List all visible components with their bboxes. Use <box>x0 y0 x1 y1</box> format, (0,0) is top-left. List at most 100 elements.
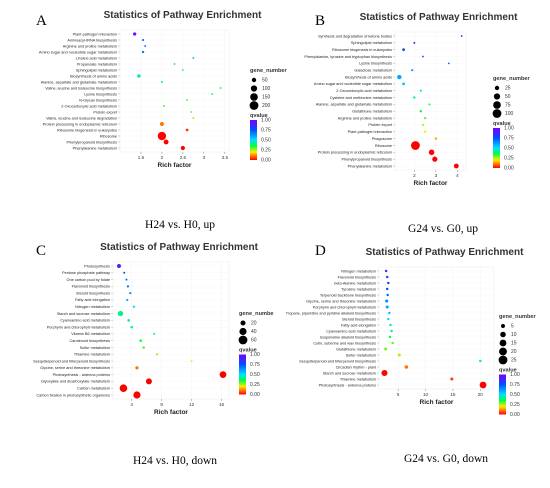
size-legend-label: 75 <box>505 103 511 109</box>
enrichment-point <box>163 139 169 145</box>
category-label: Lysine biosynthesis <box>84 92 117 96</box>
category-label: Amino sugar and nucleotide sugar metabol… <box>314 82 392 86</box>
x-tick-label: 3 <box>203 155 206 160</box>
category-label: Arginine and proline metabolism <box>338 116 392 120</box>
enrichment-point <box>385 299 389 303</box>
category-label: Terpenoid backbone biosynthesis <box>320 293 376 297</box>
category-label: Photosynthesis <box>84 264 110 268</box>
x-tick-label: 12 <box>189 402 195 407</box>
enrichment-point <box>133 32 137 36</box>
colorbar-label: 0.50 <box>510 392 520 398</box>
category-label: Steroid biosynthesis <box>76 291 110 295</box>
enrichment-point <box>397 74 402 80</box>
colorbar-label: 1.00 <box>261 118 271 124</box>
size-legend-label: 150 <box>262 95 271 101</box>
category-label: Protein export <box>93 110 118 114</box>
colorbar-label: 1.00 <box>504 126 514 132</box>
enrichment-point <box>141 50 145 54</box>
enrichment-point <box>385 305 389 309</box>
category-label: Phenylpropanoid biosynthesis <box>342 157 393 161</box>
x-tick-label: 2 <box>161 155 164 160</box>
enrichment-point <box>384 269 388 273</box>
category-label: Protein processing in endoplasmic reticu… <box>43 122 117 126</box>
x-tick-label: 2 <box>413 173 416 178</box>
category-label: Cutin, suberine and wax biosynthesis <box>313 341 376 345</box>
category-label: Valine, leucine and isoleucine biosynthe… <box>45 86 117 90</box>
enrichment-point <box>132 305 136 308</box>
category-label: Starch and sucrose metabolism <box>323 371 376 375</box>
category-label: Ribosome <box>100 134 117 138</box>
enrichment-point <box>173 63 176 65</box>
x-tick-label: 5 <box>397 392 400 397</box>
x-axis-title: Rich factor <box>158 162 192 169</box>
enrichment-point <box>133 391 141 399</box>
category-label: Tyrosine metabolism <box>341 287 376 291</box>
category-label: Sphingolipid metabolism <box>76 68 117 72</box>
colorbar-label: 0.00 <box>261 158 271 164</box>
category-label: Photosynthesis - antenna proteins <box>53 373 111 377</box>
x-axis-title: Rich factor <box>414 180 448 187</box>
size-legend-dot <box>494 85 500 91</box>
x-tick-label: 8 <box>160 402 163 407</box>
colorbar-label: 0.00 <box>510 412 520 418</box>
category-label: Nitrogen metabolism <box>341 269 376 273</box>
category-label: Nitrogen metabolism <box>75 305 110 309</box>
panel-b: B Statistics of Pathway Enrichment 2 3 4 Rich… <box>304 12 530 235</box>
x-tick-label: 15 <box>450 392 456 397</box>
enrichment-point <box>402 82 405 86</box>
category-label: Sesquiterpenoid and triterpenoid biosynt… <box>33 359 110 363</box>
enrichment-point <box>428 103 431 106</box>
size-legend-dot <box>238 335 248 345</box>
chart-title: Statistics of Pathway Enrichment <box>104 10 262 21</box>
colorbar-label: 0.50 <box>250 372 260 378</box>
size-legend-dot <box>239 327 247 336</box>
category-label: Tropane, piperidine and pyridine alkaloi… <box>286 311 376 315</box>
panel-label: A <box>36 13 47 29</box>
enrichment-point <box>219 87 222 89</box>
enrichment-point <box>219 371 227 378</box>
enrichment-point <box>421 123 425 127</box>
x-axis-title: Rich factor <box>154 409 188 416</box>
category-label: 2-Oxocarboxylic acid metabolism <box>61 104 117 108</box>
category-label: Glutathione metabolism <box>336 347 376 351</box>
category-label: Sesquiterpenoid and triterpenoid biosynt… <box>299 359 376 363</box>
panel-label: D <box>315 243 326 259</box>
panel-d: D Statistics of Pathway Enrichment 5 10 15 20… <box>286 243 537 465</box>
chart-title: Statistics of Pathway Enrichment <box>360 12 518 23</box>
category-label: Phenylalanine, tyrosine and tryptophan b… <box>304 55 392 59</box>
category-label: Glutathione metabolism <box>352 110 392 114</box>
enrichment-point <box>389 323 392 327</box>
qvalue-colorbar <box>250 120 257 160</box>
size-legend-label: 25 <box>511 358 517 364</box>
enrichment-point <box>447 62 450 65</box>
category-label: Phenylpropanoid biosynthesis <box>67 140 118 144</box>
category-label: Fatty acid elongation <box>75 298 110 302</box>
size-legend-label: 10 <box>511 332 517 338</box>
category-label: Phenylalanine metabolism <box>348 164 392 168</box>
enrichment-point <box>413 96 416 99</box>
size-legend-label: 100 <box>262 86 271 92</box>
panel-c: C Statistics of Pathway Enrichment 4 8 12 16 R… <box>33 242 273 467</box>
colorbar-label: 0.25 <box>504 156 514 162</box>
category-label: Arginine and proline metabolism <box>63 44 117 48</box>
category-label: Galactose metabolism <box>354 69 392 73</box>
category-label: Porphyrin and chlorophyll metabolism <box>313 305 376 309</box>
category-label: Glycine, serine and threonine metabolism <box>306 299 376 303</box>
enrichment-point <box>419 89 422 92</box>
enrichment-point <box>156 353 159 356</box>
size-legend-label: 60 <box>251 338 257 344</box>
enrichment-point <box>450 377 454 381</box>
size-legend-label: 5 <box>511 324 514 330</box>
enrichment-point <box>160 81 163 83</box>
colorbar-label: 0.75 <box>510 382 520 388</box>
plot-area <box>119 29 230 153</box>
x-tick-label: 1.5 <box>138 155 145 160</box>
enrichment-point <box>157 131 167 141</box>
size-legend-dot <box>501 324 505 328</box>
enrichment-point <box>190 111 193 113</box>
enrichment-point <box>211 93 214 95</box>
enrichment-point <box>387 281 390 285</box>
enrichment-point <box>432 156 438 162</box>
enrichment-point <box>139 339 142 342</box>
qvalue-colorbar <box>239 354 246 395</box>
